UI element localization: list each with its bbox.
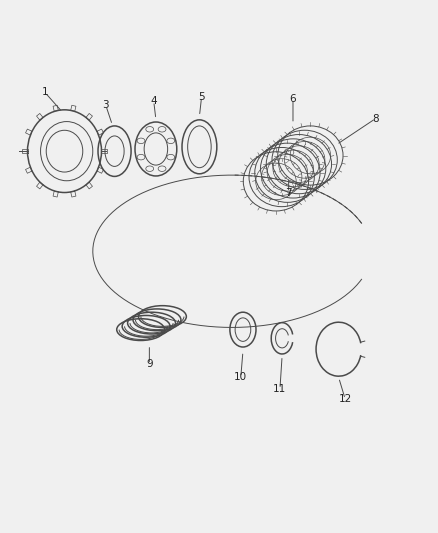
Text: 3: 3 xyxy=(102,100,109,110)
Text: 9: 9 xyxy=(146,359,153,369)
Text: 8: 8 xyxy=(372,114,379,124)
Text: 4: 4 xyxy=(150,96,157,106)
Text: 11: 11 xyxy=(273,384,286,394)
Text: 5: 5 xyxy=(198,92,205,102)
Text: 7: 7 xyxy=(285,188,292,198)
Text: 1: 1 xyxy=(42,87,48,98)
Text: 10: 10 xyxy=(234,373,247,383)
Text: 6: 6 xyxy=(290,94,296,104)
Text: 12: 12 xyxy=(339,394,352,404)
